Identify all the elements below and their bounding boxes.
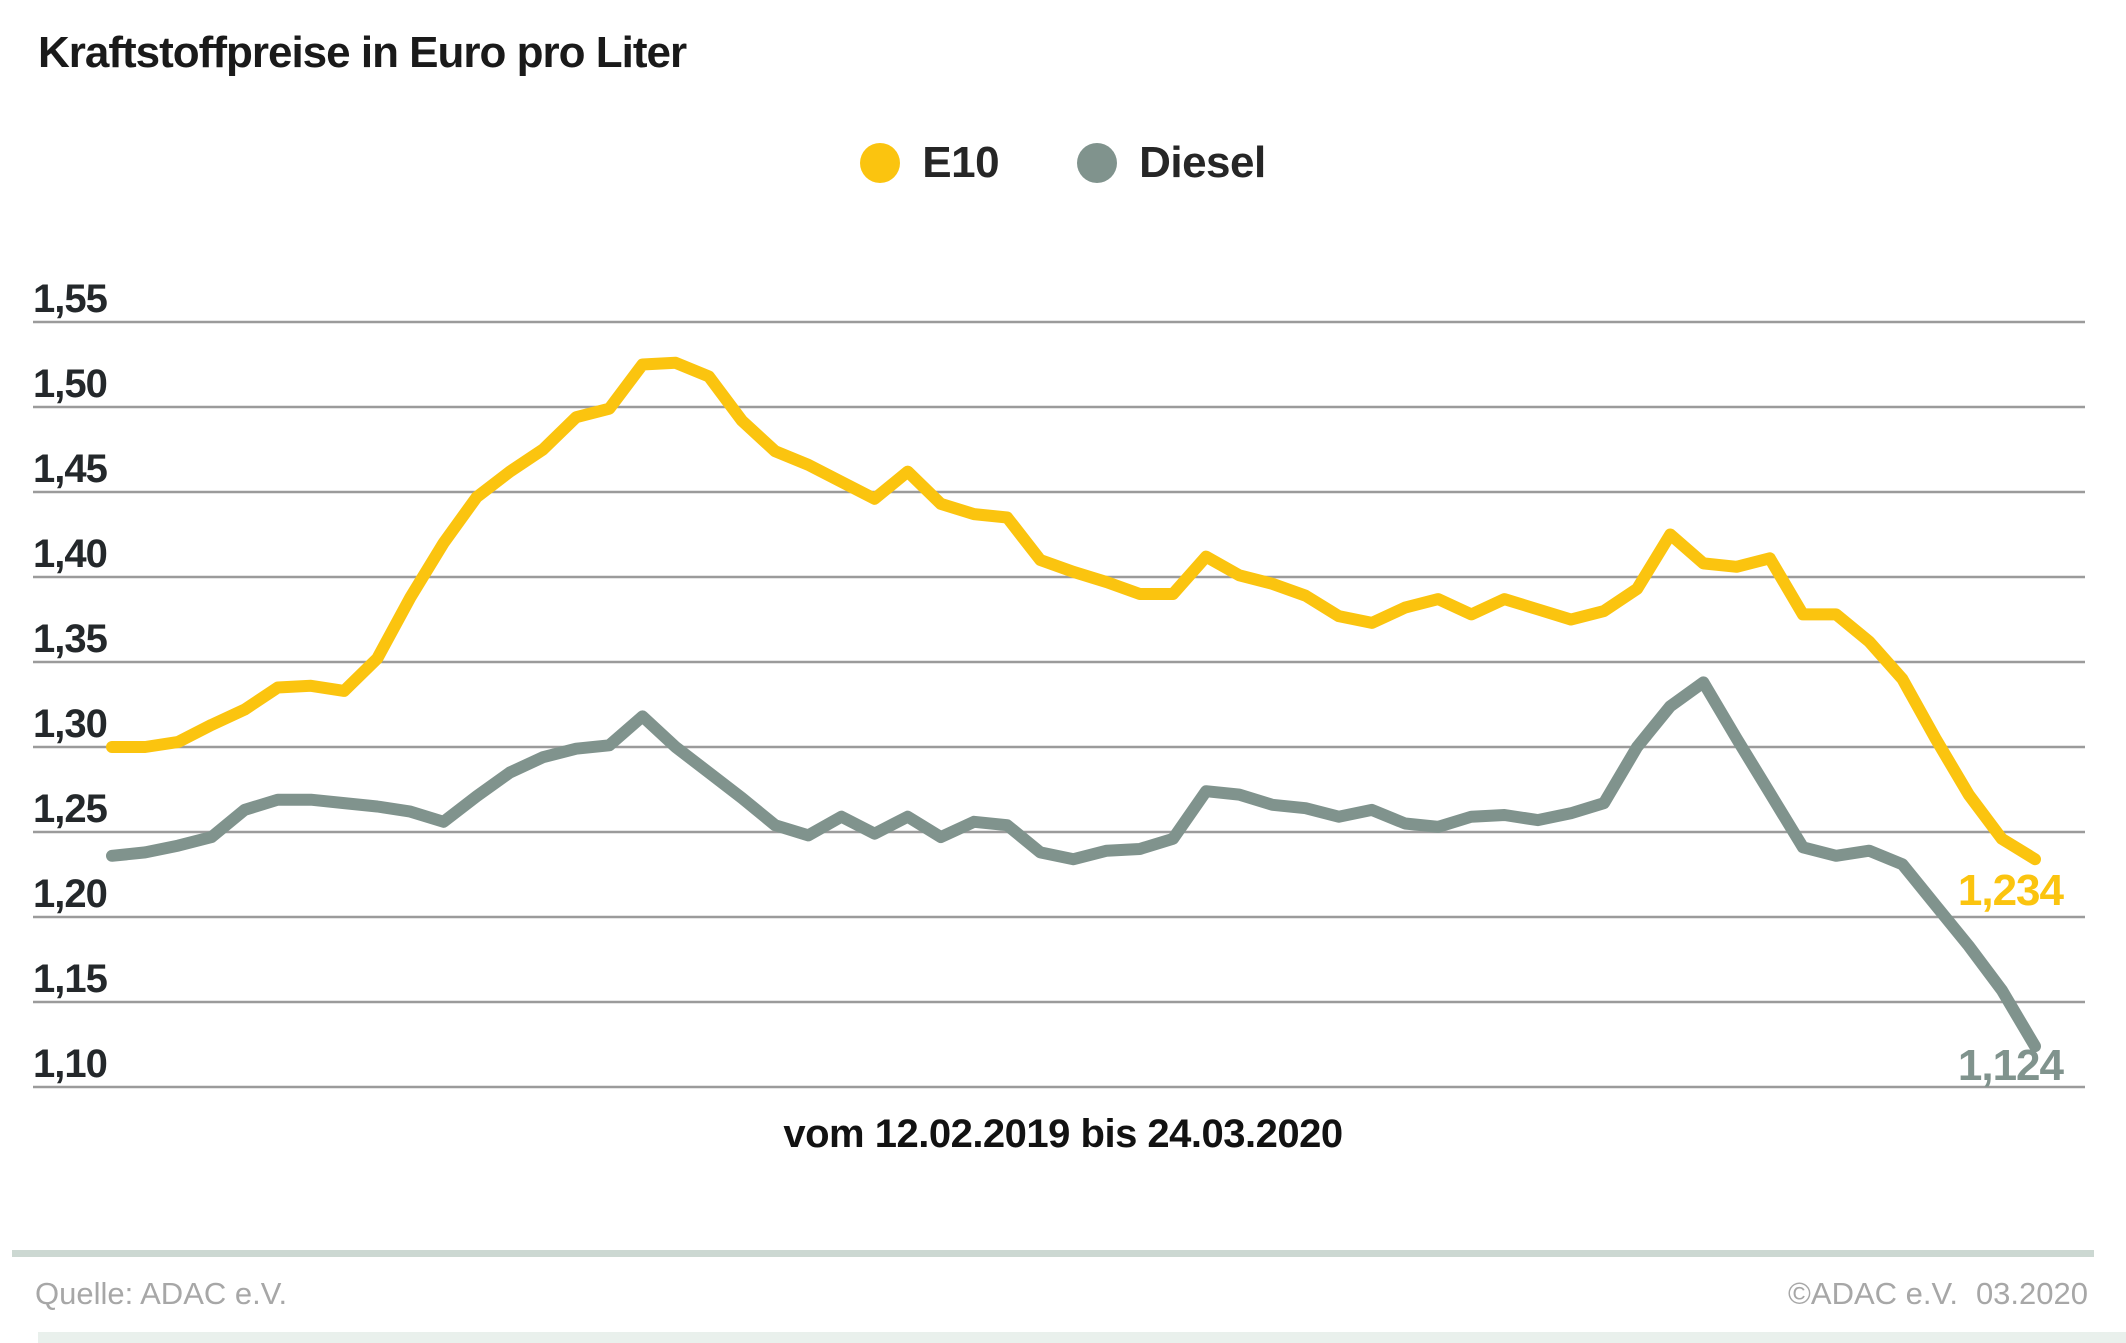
bottom-accent-bar xyxy=(38,1332,2126,1343)
separator-bar xyxy=(12,1250,2094,1257)
y-tick-label: 1,20 xyxy=(33,872,107,916)
legend: E10 Diesel xyxy=(0,138,2126,188)
copyright-text: ©ADAC e.V. 03.2020 xyxy=(1788,1276,2088,1312)
diesel-dot-icon xyxy=(1077,143,1118,183)
e10-dot-icon xyxy=(860,143,901,183)
e10-end-value-label: 1,234 xyxy=(1958,866,2065,915)
y-tick-label: 1,10 xyxy=(33,1042,107,1086)
diesel-end-value-label: 1,124 xyxy=(1958,1041,2065,1090)
y-tick-label: 1,15 xyxy=(33,957,108,1001)
legend-label-e10: E10 xyxy=(922,138,1000,187)
e10-line xyxy=(106,356,2041,866)
diesel-line xyxy=(106,676,2041,1053)
date-label: 03.2020 xyxy=(1975,1276,2088,1311)
y-tick-label: 1,25 xyxy=(33,787,108,831)
y-tick-label: 1,35 xyxy=(33,617,108,661)
x-axis-caption: vom 12.02.2019 bis 24.03.2020 xyxy=(783,1112,1343,1156)
legend-item-diesel: Diesel xyxy=(1077,138,1266,188)
legend-label-diesel: Diesel xyxy=(1139,138,1266,187)
y-tick-label: 1,50 xyxy=(33,362,107,406)
copyright-label: ©ADAC e.V. xyxy=(1788,1276,1958,1311)
chart-title: Kraftstoffpreise in Euro pro Liter xyxy=(38,28,687,77)
y-tick-label: 1,40 xyxy=(33,532,107,576)
y-tick-label: 1,45 xyxy=(33,447,108,491)
y-tick-label: 1,30 xyxy=(33,702,107,746)
y-tick-label: 1,55 xyxy=(33,277,108,321)
source-text: Quelle: ADAC e.V. xyxy=(35,1276,288,1311)
legend-item-e10: E10 xyxy=(860,138,1000,188)
